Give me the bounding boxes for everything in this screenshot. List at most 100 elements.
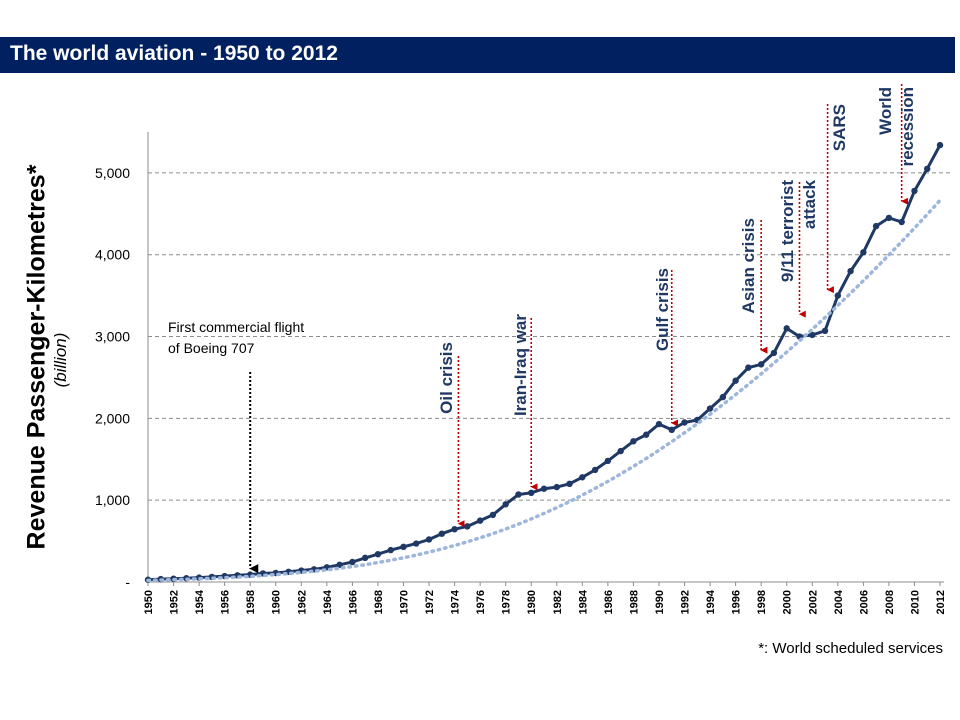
data-point bbox=[757, 361, 765, 368]
annotation-label: of Boeing 707 bbox=[168, 340, 255, 356]
y-tick-label: 4,000 bbox=[95, 247, 130, 263]
data-point bbox=[451, 526, 458, 533]
trend-line bbox=[146, 198, 942, 583]
x-tick-label: 1998 bbox=[756, 590, 768, 614]
x-tick-label: 1960 bbox=[271, 590, 283, 614]
data-point bbox=[489, 511, 497, 519]
x-tick-label: 1982 bbox=[552, 590, 564, 614]
x-tick-label: 1980 bbox=[526, 590, 538, 614]
x-tick-label: 1952 bbox=[169, 590, 181, 614]
x-tick-label: 2002 bbox=[807, 590, 819, 614]
annotation-label: First commercial flight bbox=[168, 319, 304, 335]
data-point bbox=[655, 420, 663, 428]
x-tick-label: 1996 bbox=[731, 590, 743, 614]
x-tick-label: 1990 bbox=[654, 590, 666, 614]
data-point bbox=[349, 558, 356, 566]
data-point bbox=[668, 426, 675, 434]
data-point bbox=[872, 222, 880, 230]
data-point bbox=[847, 267, 854, 275]
x-tick-label: 1992 bbox=[680, 590, 692, 614]
data-point bbox=[834, 292, 842, 299]
annotation-label: attack bbox=[800, 179, 819, 229]
x-tick-label: 1966 bbox=[347, 590, 359, 614]
x-tick-label: 2010 bbox=[909, 590, 921, 614]
y-tick-label: 2,000 bbox=[95, 410, 130, 426]
data-point bbox=[860, 249, 867, 256]
annotation-label: World bbox=[876, 87, 895, 135]
data-point bbox=[413, 540, 420, 547]
data-point bbox=[604, 457, 612, 465]
y-tick-label: 3,000 bbox=[95, 329, 130, 345]
x-tick-label: 1968 bbox=[373, 590, 385, 614]
footnote: *: World scheduled services bbox=[758, 640, 943, 657]
title-bar: The world aviation - 1950 to 2012 bbox=[0, 37, 955, 73]
x-tick-label: 1964 bbox=[322, 589, 334, 614]
page-title: The world aviation - 1950 to 2012 bbox=[10, 42, 338, 65]
x-tick-label: 1988 bbox=[628, 590, 640, 614]
data-point bbox=[706, 405, 714, 412]
data-point bbox=[566, 480, 573, 488]
data-point bbox=[809, 331, 816, 339]
data-point bbox=[579, 474, 586, 481]
x-tick-label: 2004 bbox=[833, 589, 845, 614]
annotation-label: recession bbox=[898, 87, 917, 166]
data-point bbox=[719, 393, 727, 401]
annotation-label: SARS bbox=[830, 104, 849, 151]
x-tick-label: 2012 bbox=[935, 590, 947, 614]
x-tick-label: 1978 bbox=[501, 590, 513, 614]
data-point bbox=[553, 483, 560, 491]
data-point bbox=[885, 214, 893, 222]
data-point bbox=[464, 523, 471, 530]
data-point bbox=[400, 543, 407, 551]
data-point bbox=[425, 536, 433, 543]
annotation-label: Iran-Iraq war bbox=[511, 314, 530, 416]
data-point bbox=[528, 489, 535, 497]
data-point bbox=[476, 517, 484, 524]
data-point bbox=[898, 218, 905, 226]
x-tick-label: 1986 bbox=[603, 590, 615, 614]
data-point bbox=[387, 546, 394, 554]
data-point bbox=[924, 165, 931, 173]
data-point bbox=[540, 485, 548, 492]
data-point bbox=[783, 325, 790, 332]
y-tick-label: 5,000 bbox=[95, 165, 130, 181]
annotation-label: 9/11 terrorist bbox=[778, 180, 797, 282]
y-tick-label: - bbox=[125, 574, 130, 590]
data-point bbox=[821, 327, 829, 335]
data-point bbox=[361, 554, 369, 562]
x-tick-label: 1976 bbox=[475, 590, 487, 614]
data-point bbox=[374, 550, 382, 558]
x-tick-label: 1984 bbox=[577, 589, 589, 614]
x-tick-label: 1974 bbox=[450, 589, 462, 614]
data-point bbox=[642, 431, 650, 438]
annotation-label: Asian crisis bbox=[739, 218, 758, 313]
x-tick-label: 1958 bbox=[245, 590, 257, 614]
annotation-label: Gulf crisis bbox=[653, 268, 672, 351]
data-point bbox=[617, 447, 624, 455]
x-tick-label: 1950 bbox=[143, 590, 155, 614]
x-tick-label: 1954 bbox=[194, 589, 206, 614]
data-point bbox=[336, 561, 343, 569]
data-point bbox=[770, 349, 778, 357]
x-tick-label: 2008 bbox=[884, 590, 896, 614]
data-point bbox=[515, 491, 522, 498]
x-tick-label: 1994 bbox=[705, 589, 717, 614]
x-tick-label: 1970 bbox=[398, 590, 410, 614]
data-point bbox=[591, 466, 599, 474]
x-tick-label: 2000 bbox=[782, 590, 794, 614]
data-point bbox=[681, 419, 688, 426]
x-tick-label: 1962 bbox=[296, 590, 308, 614]
data-point bbox=[936, 141, 944, 149]
data-point bbox=[745, 364, 752, 371]
x-tick-label: 1956 bbox=[220, 590, 232, 614]
data-point bbox=[732, 377, 739, 384]
data-point bbox=[630, 438, 637, 445]
x-tick-label: 1972 bbox=[424, 590, 436, 614]
annotation-label: Oil crisis bbox=[437, 342, 456, 414]
data-point bbox=[502, 501, 509, 508]
x-tick-label: 2006 bbox=[858, 590, 870, 614]
data-point bbox=[438, 530, 446, 537]
y-tick-label: 1,000 bbox=[95, 492, 130, 508]
data-point bbox=[911, 187, 918, 195]
